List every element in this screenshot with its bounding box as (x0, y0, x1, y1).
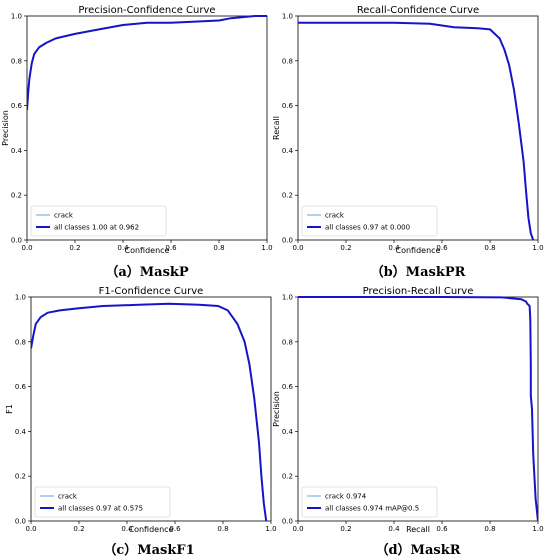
panel-c-caption: （c）MaskF1 (103, 542, 194, 558)
panel-b-ytick-label: 0.8 (282, 57, 293, 65)
panel-d-title: Precision-Recall Curve (363, 286, 474, 297)
panel-b-ytick-label: 0.0 (282, 237, 293, 245)
panel-a-xtick-label: 0.4 (117, 244, 129, 252)
panel-a-xtick-label: 0.8 (213, 244, 224, 252)
panel-b-title: Recall-Confidence Curve (357, 5, 479, 16)
panel-b-xtick-label: 0.2 (340, 244, 351, 252)
panel-c-xtick-label: 0.2 (73, 525, 84, 533)
panel-d-xtick-label: 0.2 (340, 525, 351, 533)
panel-b-plot: 0.0 0.2 0.4 0.6 0.8 1.0 0.0 0.2 0.4 0.6 0.8 1.0 crac… (282, 13, 544, 253)
panel-d-xtick-label: 0.0 (292, 525, 303, 533)
panel-a-ytick-label: 0.2 (11, 192, 22, 200)
panel-d-xtick-label: 0.8 (484, 525, 495, 533)
panel-c-ylabel: F1 (5, 404, 14, 414)
panel-b-xtick-label: 0.8 (484, 244, 495, 252)
panel-d-xtick-label: 1.0 (532, 525, 543, 533)
panel-d-legend-box (301, 486, 438, 518)
panel-a-title: Precision-Confidence Curve (78, 5, 215, 16)
panel-c-legend-label: crack (58, 493, 78, 501)
panel-d-legend: crack 0.974 all classes 0.974 mAP@0.5 (301, 486, 438, 518)
panel-c-frame (30, 296, 272, 522)
panel-d: Precision-Recall Curve Recall Precision … (272, 286, 544, 534)
panel-b-series-all-classes-line (298, 21, 535, 241)
panel-a-xtick-label: 0.6 (165, 244, 177, 252)
panel-b-ytick-label: 0.4 (282, 147, 294, 155)
panel-b-legend-label: crack (325, 212, 345, 220)
panel-c-ytick-label: 0.2 (15, 473, 26, 481)
panel-b-ylabel: Recall (272, 116, 281, 140)
panel-a-ytick-label: 0.0 (11, 237, 22, 245)
panel-c-xlabel: Confidence (129, 525, 174, 534)
panel-a-legend-label: all classes 1.00 at 0.962 (54, 224, 139, 232)
panel-c-xtick-label: 0.0 (25, 525, 36, 533)
panel-a-series-all-classes-line (27, 15, 267, 111)
panel-a: Precision-Confidence Curve Confidence Pr… (1, 5, 273, 255)
panel-d-legend-label: crack 0.974 (325, 493, 367, 501)
panel-c-xtick-label: 0.8 (217, 525, 228, 533)
panel-c-plot: 0.0 0.2 0.4 0.6 0.8 1.0 0.0 0.2 0.4 0.6 0.8 1.0 crac… (15, 294, 277, 534)
panel-c-xtick-label: 0.4 (121, 525, 133, 533)
panel-c-series-all-classes-line (31, 302, 268, 522)
panel-b-legend-box (301, 205, 438, 237)
panel-a-legend-label: crack (54, 212, 74, 220)
panel-a-xtick-label: 0.0 (21, 244, 32, 252)
panel-c-ytick-label: 0.4 (15, 428, 27, 436)
panel-c-legend-box (34, 486, 171, 518)
panel-a-xtick-label: 1.0 (261, 244, 272, 252)
panel-a-xlabel: Confidence (125, 246, 170, 255)
panel-d-ytick-label: 0.8 (282, 338, 293, 346)
panel-b-xtick-label: 0.4 (388, 244, 400, 252)
panel-b-ytick-label: 0.6 (282, 102, 294, 110)
panel-d-plot: 0.0 0.2 0.4 0.6 0.8 1.0 0.0 0.2 0.4 0.6 0.8 1.0 crac… (282, 294, 544, 534)
panel-d-xtick-label: 0.4 (388, 525, 400, 533)
panel-d-caption: （d）MaskR (375, 542, 460, 558)
panel-b-caption: （b）MaskPR (371, 264, 466, 280)
panel-c-xtick-label: 0.6 (169, 525, 181, 533)
panel-c-ytick-label: 1.0 (15, 294, 26, 302)
panel-a-ytick-label: 1.0 (11, 13, 22, 21)
panel-a-plot: 0.0 0.2 0.4 0.6 0.8 1.0 0.0 0.2 0.4 0.6 0.8 1.0 crac… (11, 13, 273, 253)
panel-b-legend-label: all classes 0.97 at 0.000 (325, 224, 410, 232)
panel-b-xtick-label: 1.0 (532, 244, 543, 252)
panel-d-ytick-label: 0.2 (282, 473, 293, 481)
panel-a-ylabel: Precision (1, 110, 10, 146)
panel-a-ytick-label: 0.4 (11, 147, 23, 155)
panel-a-legend: crack all classes 1.00 at 0.962 (30, 205, 167, 237)
panel-d-ylabel: Precision (272, 391, 281, 427)
panel-c-title: F1-Confidence Curve (99, 286, 204, 297)
panel-a-xtick-label: 0.2 (69, 244, 80, 252)
panel-b-ytick-label: 1.0 (282, 13, 293, 21)
panel-b-legend: crack all classes 0.97 at 0.000 (301, 205, 438, 237)
panel-a-caption: （a）MaskP (105, 264, 189, 280)
panel-d-xtick-label: 0.6 (436, 525, 448, 533)
panel-b-xtick-label: 0.6 (436, 244, 448, 252)
panel-b-ytick-label: 0.2 (282, 192, 293, 200)
panel-c-legend-label: all classes 0.97 at 0.575 (58, 505, 143, 513)
panel-c-ytick-label: 0.0 (15, 518, 26, 526)
panel-a-ytick-label: 0.8 (11, 57, 22, 65)
panel-a-frame (26, 15, 268, 241)
panel-c-ytick-label: 0.8 (15, 338, 26, 346)
panel-d-legend-label: all classes 0.974 mAP@0.5 (325, 505, 419, 513)
panel-d-xlabel: Recall (406, 525, 430, 534)
panel-d-frame (297, 296, 539, 522)
panel-a-ytick-label: 0.6 (11, 102, 23, 110)
panel-a-legend-box (30, 205, 167, 237)
panel-d-ytick-label: 0.4 (282, 428, 294, 436)
panel-d-ytick-label: 1.0 (282, 294, 293, 302)
panel-c-legend: crack all classes 0.97 at 0.575 (34, 486, 171, 518)
panel-d-ytick-label: 0.6 (282, 383, 294, 391)
panel-d-series-all-classes-line (298, 296, 538, 522)
panel-d-ytick-label: 0.0 (282, 518, 293, 526)
panel-c-xtick-label: 1.0 (265, 525, 276, 533)
panel-b-xtick-label: 0.0 (292, 244, 303, 252)
panel-b-frame (297, 15, 539, 241)
panel-b-xlabel: Confidence (396, 246, 441, 255)
panel-b: Recall-Confidence Curve Confidence Recal… (272, 5, 544, 255)
panel-c-ytick-label: 0.6 (15, 383, 27, 391)
panel-c: F1-Confidence Curve Confidence F1 0.0 0.2… (5, 286, 277, 534)
